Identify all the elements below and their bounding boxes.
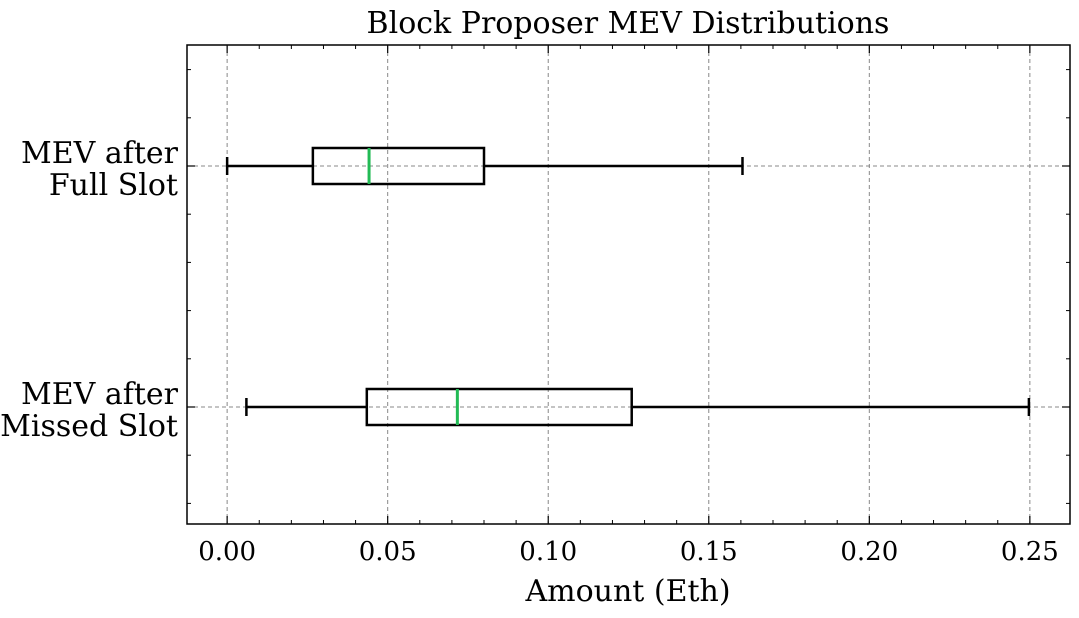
iqr-box (365, 387, 633, 427)
x-tick-label: 0.05 (359, 537, 417, 567)
y-category-label: MEV after Missed Slot (0, 377, 179, 444)
x-tick-label: 0.20 (840, 537, 898, 567)
y-category-label-line: Full Slot (49, 168, 178, 203)
grid (187, 45, 1070, 524)
iqr-box (311, 146, 486, 186)
y-category-label: MEV after Full Slot (21, 136, 179, 203)
x-tick-label: 0.10 (519, 537, 577, 567)
x-tick-label: 0.25 (1001, 537, 1059, 567)
y-category-label-line: MEV after (21, 136, 179, 171)
box-group (245, 387, 1031, 427)
y-category-label-line: Missed Slot (0, 409, 178, 444)
plot-frame (186, 44, 1071, 525)
x-axis-label: Amount (Eth) (524, 574, 730, 609)
chart-title: Block Proposer MEV Distributions (367, 6, 890, 41)
box-group (225, 146, 744, 186)
x-tick-label: 0.00 (198, 537, 256, 567)
boxes (225, 146, 1031, 427)
x-tick-label: 0.15 (680, 537, 738, 567)
y-category-label-line: MEV after (21, 377, 179, 412)
axis-ticks (187, 45, 1070, 524)
